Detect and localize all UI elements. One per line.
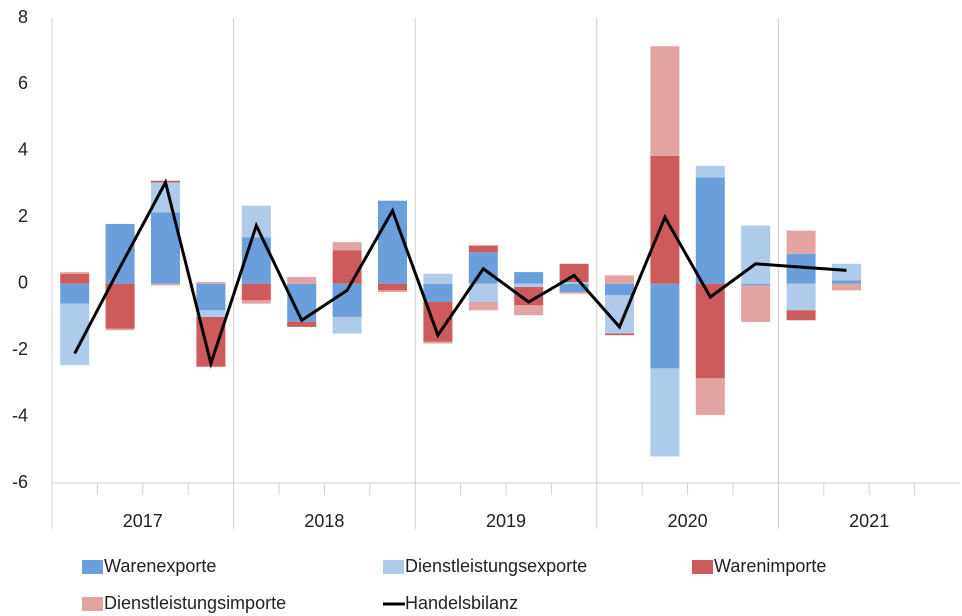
bar xyxy=(559,283,589,293)
legend-swatch xyxy=(82,560,103,574)
bar xyxy=(241,283,271,301)
bar xyxy=(468,283,498,302)
legend-label: Handelsbilanz xyxy=(405,593,518,613)
bar xyxy=(287,277,317,284)
y-tick-label: -6 xyxy=(12,472,28,492)
bar xyxy=(105,223,135,284)
bar xyxy=(60,273,90,284)
bar xyxy=(332,242,362,251)
bar xyxy=(60,272,90,274)
bar xyxy=(514,272,544,284)
line xyxy=(73,178,847,369)
bar xyxy=(695,378,725,415)
bar xyxy=(287,283,317,322)
legend-swatch xyxy=(82,597,103,611)
bar xyxy=(605,283,634,296)
bar xyxy=(650,283,680,369)
bar xyxy=(832,280,861,284)
bar xyxy=(605,275,634,284)
bar xyxy=(196,283,226,311)
legend-swatch xyxy=(692,560,713,574)
y-tick-label: 4 xyxy=(18,140,28,160)
x-group-label: 2017 xyxy=(123,511,163,531)
bar xyxy=(786,310,816,321)
bar xyxy=(786,230,816,254)
x-group-label: 2019 xyxy=(486,511,526,531)
bar xyxy=(695,165,725,178)
bar xyxy=(695,283,725,379)
bar xyxy=(695,177,725,284)
bar xyxy=(241,205,271,238)
bar xyxy=(332,250,362,284)
bar xyxy=(559,263,589,283)
bar xyxy=(514,283,544,288)
bar xyxy=(423,273,453,284)
bar xyxy=(559,282,589,284)
bar xyxy=(241,300,271,304)
bar xyxy=(559,292,589,294)
y-tick-label: 6 xyxy=(18,73,28,93)
bar xyxy=(468,245,498,253)
y-tick-label: -4 xyxy=(12,405,28,425)
bar xyxy=(650,46,680,156)
bar xyxy=(287,321,317,327)
bar xyxy=(196,310,226,317)
y-tick-label: -2 xyxy=(12,339,28,359)
bar xyxy=(196,282,226,284)
bar xyxy=(786,283,816,311)
bar xyxy=(832,263,861,281)
bar xyxy=(832,283,861,291)
bar xyxy=(60,283,90,304)
bar xyxy=(741,283,771,286)
x-group-label: 2020 xyxy=(668,511,708,531)
bar xyxy=(741,285,771,322)
bar xyxy=(514,305,544,316)
x-group-label: 2021 xyxy=(849,511,889,531)
legend-swatch xyxy=(383,560,404,574)
legend-label: Dienstleistungsimporte xyxy=(104,593,286,613)
y-tick-label: 0 xyxy=(18,272,28,292)
bar xyxy=(650,368,680,457)
bar xyxy=(105,328,135,331)
bar xyxy=(378,290,407,293)
bar xyxy=(151,283,180,286)
legend-label: Warenimporte xyxy=(714,556,826,576)
bar xyxy=(423,341,453,344)
y-tick-label: 2 xyxy=(18,206,28,226)
bar xyxy=(105,283,135,329)
bar xyxy=(514,287,544,306)
bar xyxy=(605,333,634,336)
legend-label: Warenexporte xyxy=(104,556,216,576)
bar xyxy=(423,283,453,302)
bar xyxy=(332,316,362,334)
legend-label: Dienstleistungsexporte xyxy=(405,556,587,576)
y-tick-label: 8 xyxy=(18,7,28,27)
bar xyxy=(468,301,498,311)
bar xyxy=(378,283,407,291)
x-group-label: 2018 xyxy=(304,511,344,531)
bar xyxy=(741,225,771,284)
